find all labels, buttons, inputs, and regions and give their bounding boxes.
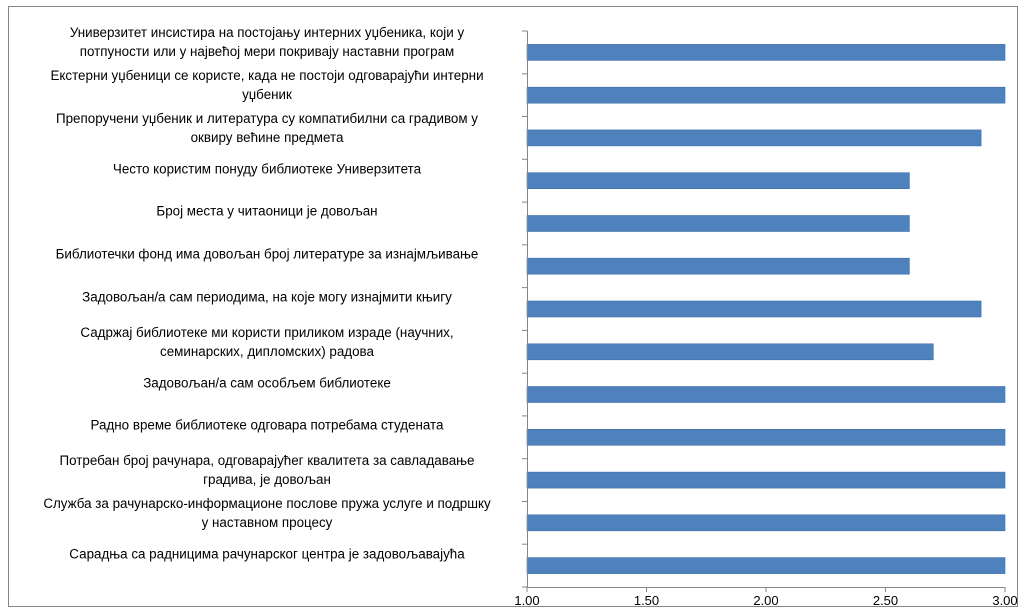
- category-label: Задовољан/а сам периодима, на које могу …: [7, 288, 527, 307]
- category-label: Радно време библиотеке одговара потребам…: [7, 416, 527, 435]
- category-label-line: Сарадња са радницима рачунарског центра …: [69, 546, 465, 562]
- category-label: Препоручени уџбеник и литература су комп…: [7, 109, 527, 147]
- x-tick-label: 1.50: [634, 593, 659, 608]
- category-label-line: Екстерни уџбеници се користе, када не по…: [50, 68, 484, 84]
- bar-3: [526, 129, 982, 147]
- bar-7: [526, 300, 982, 318]
- bar-9: [526, 386, 1006, 403]
- category-label-line: Библиотечки фонд има довољан број литера…: [55, 246, 479, 262]
- bar-11: [526, 471, 1006, 489]
- category-label: Потребан број рачунара, одговарајућег кв…: [7, 451, 527, 489]
- category-label: Служба за рачунарско-информационе послов…: [7, 494, 527, 532]
- category-label-line: у наставном процесу: [201, 514, 333, 530]
- category-label-line: Задовољан/а сам особљем библиотеке: [143, 375, 391, 391]
- category-label: Библиотечки фонд има довољан број литера…: [7, 245, 527, 264]
- category-label: Број места у читаоници је довољан: [7, 202, 527, 221]
- bar-2: [526, 86, 1006, 104]
- bar-6: [526, 257, 910, 275]
- category-label-line: Садржај библиотеке ми користи приликом и…: [80, 324, 454, 340]
- category-label: Задовољан/а сам особљем библиотеке: [7, 373, 527, 392]
- category-label: Сарадња са радницима рачунарског центра …: [7, 544, 527, 563]
- x-tick-label: 1.00: [514, 593, 539, 608]
- bar-13: [526, 557, 1006, 574]
- category-label-line: Препоручени уџбеник и литература су комп…: [55, 110, 479, 126]
- category-label-line: Задовољан/а сам периодима, на које могу …: [82, 289, 452, 305]
- bar-5: [526, 215, 910, 232]
- bar-chart: 1.00 1.50 2.00 2.50 3.00: [514, 30, 1018, 608]
- bar-4: [526, 172, 910, 189]
- category-label: Често користим понуду библиотеке Универз…: [7, 159, 527, 178]
- category-label-line: Број места у читаоници је довољан: [156, 203, 378, 219]
- category-label-line: оквиру већине предмета: [190, 129, 344, 145]
- category-label-line: Потребан број рачунара, одговарајућег кв…: [59, 453, 475, 469]
- bar-1: [526, 44, 1006, 61]
- category-label-line: потпуности или у највећој мери покривају…: [79, 44, 455, 60]
- x-tick-label: 2.50: [873, 593, 898, 608]
- bar-10: [526, 428, 1006, 446]
- category-label-line: уџбеник: [242, 87, 292, 103]
- category-label-line: семинарских, дипломских) радова: [160, 343, 374, 359]
- category-label-line: градива, је довољан: [203, 472, 331, 488]
- chart-area: 1.00 1.50 2.00 2.50 3.00 Универзитет инсисти…: [7, 6, 1018, 608]
- category-label-line: Служба за рачунарско-информационе послов…: [43, 495, 491, 511]
- category-label: Универзитет инсистира на постојању интер…: [7, 23, 527, 61]
- category-label-line: Универзитет инсистира на постојању интер…: [69, 25, 465, 41]
- category-label-line: Радно време библиотеке одговара потребам…: [90, 417, 444, 433]
- category-label: Садржај библиотеке ми користи приликом и…: [7, 323, 527, 361]
- category-label-line: Често користим понуду библиотеке Универз…: [112, 161, 422, 177]
- bar-8: [526, 343, 934, 361]
- x-tick-label: 3.00: [992, 593, 1017, 608]
- category-label: Екстерни уџбеници се користе, када не по…: [7, 66, 527, 104]
- bar-12: [526, 514, 1006, 532]
- x-tick-label: 2.00: [753, 593, 778, 608]
